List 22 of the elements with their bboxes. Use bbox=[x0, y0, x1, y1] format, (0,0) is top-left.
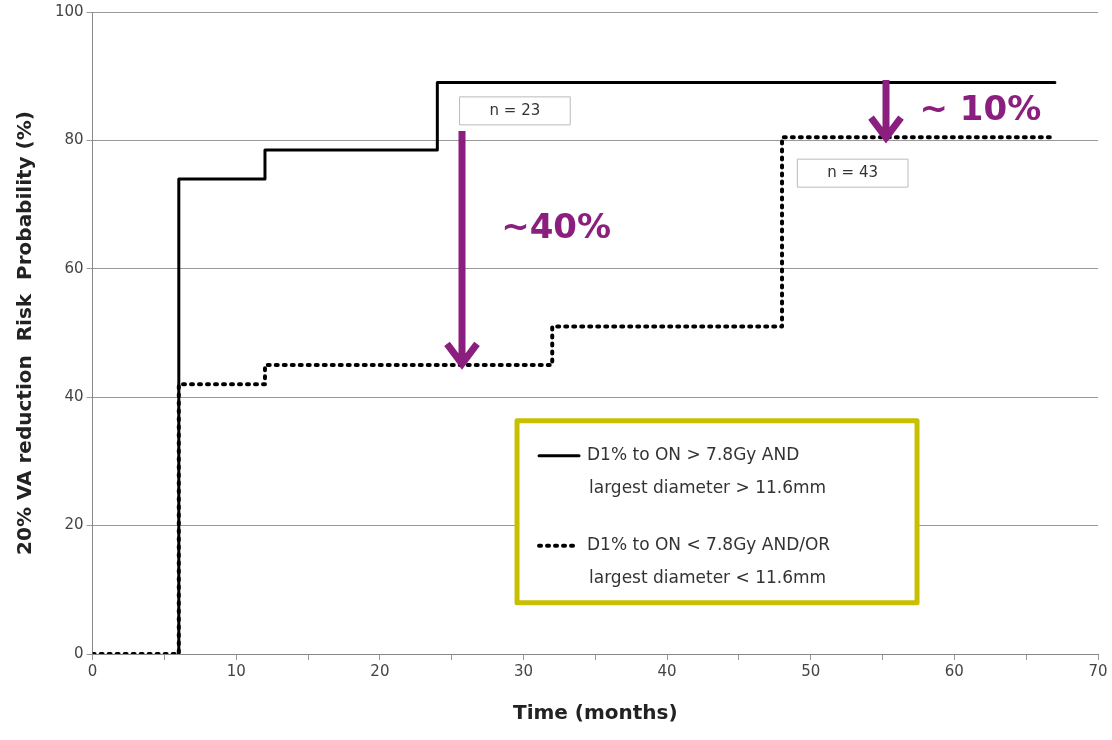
annotation: n = 43 bbox=[827, 163, 879, 182]
y-tick-label: 80 bbox=[64, 130, 84, 149]
x-tick-label: 20 bbox=[370, 661, 390, 680]
legend-label: D1% to ON < 7.8Gy AND/OR largest diameter < 11.6mm bbox=[587, 534, 831, 588]
y-axis-title: 20% VA reduction Risk Probability (%) bbox=[12, 111, 37, 555]
y-tick-label: 0 bbox=[74, 643, 84, 662]
x-tick-label: 0 bbox=[87, 661, 98, 680]
legend-label: D1% to ON > 7.8Gy AND largest diameter > 11.6mm bbox=[587, 444, 827, 498]
y-tick-label: 100 bbox=[54, 1, 84, 20]
y-tick-label: 20 bbox=[64, 515, 84, 534]
y-tick-label: 60 bbox=[64, 258, 84, 277]
x-axis-title: Time (months) bbox=[512, 700, 678, 725]
y-tick-label: 40 bbox=[64, 387, 84, 406]
annotation: ~40% bbox=[501, 205, 612, 246]
x-tick-label: 70 bbox=[1088, 661, 1108, 680]
annotation: n = 23 bbox=[489, 100, 541, 119]
x-tick-label: 10 bbox=[226, 661, 246, 680]
x-tick-label: 60 bbox=[944, 661, 964, 680]
x-tick-label: 30 bbox=[513, 661, 534, 680]
x-tick-label: 50 bbox=[801, 661, 821, 680]
annotation: ~ 10% bbox=[919, 87, 1042, 128]
x-tick-label: 40 bbox=[657, 661, 677, 680]
